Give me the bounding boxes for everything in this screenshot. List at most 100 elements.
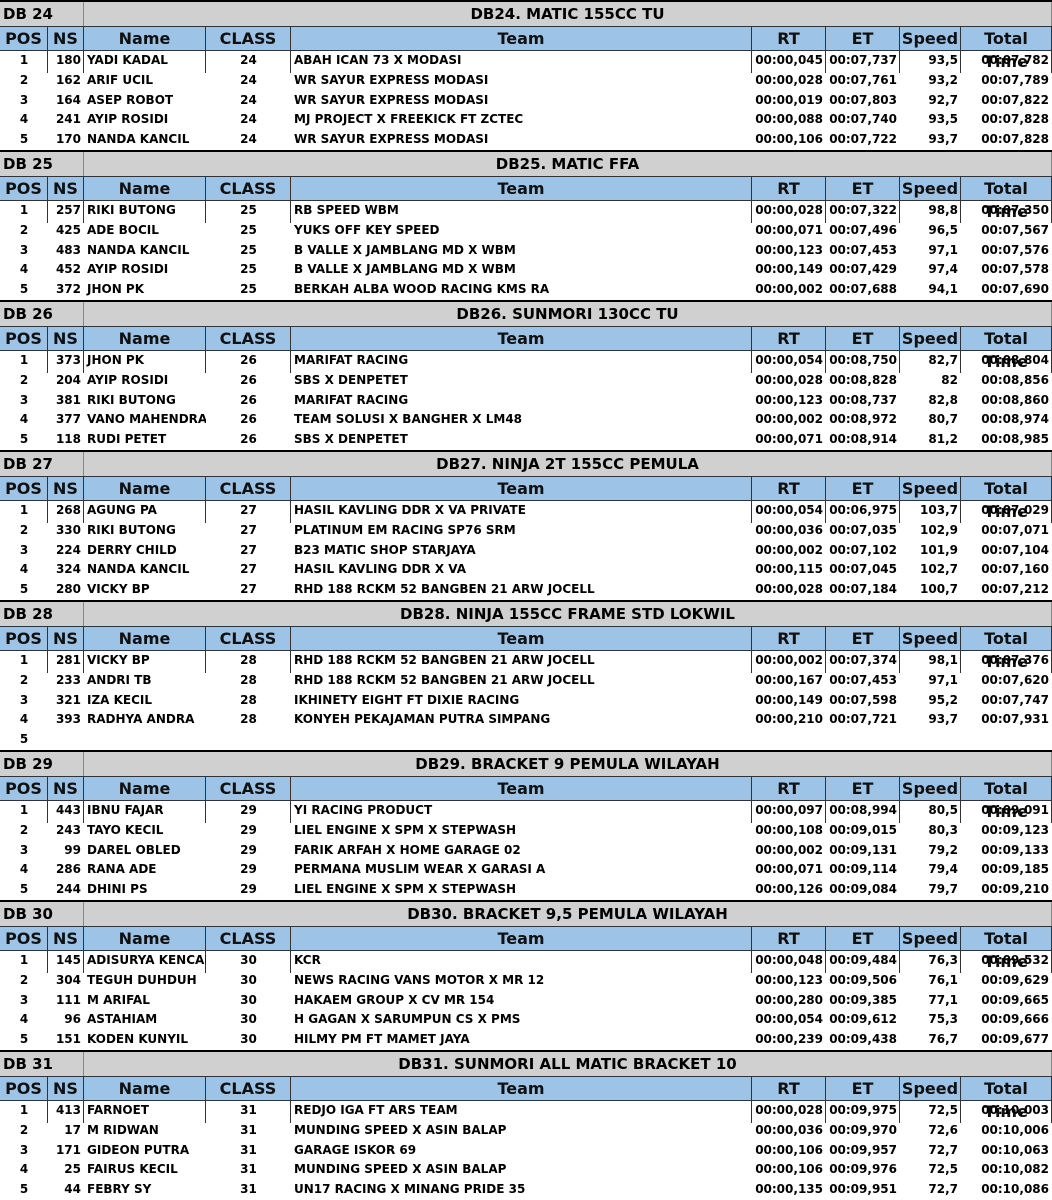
ns-cell: 324 bbox=[55, 562, 81, 577]
rt-cell: 00:00,210 bbox=[755, 712, 823, 727]
column-header: ET bbox=[826, 477, 900, 523]
et-cell: 00:09,385 bbox=[829, 992, 897, 1007]
pos-cell: 4 bbox=[19, 562, 29, 577]
team-cell: WR SAYUR EXPRESS MODASI bbox=[294, 72, 489, 87]
pos-cell: 2 bbox=[19, 72, 29, 87]
team-cell: B23 MATIC SHOP STARJAYA bbox=[294, 542, 476, 557]
team-cell: RHD 188 RCKM 52 BANGBEN 21 ARW JOCELL bbox=[294, 672, 595, 687]
column-header: CLASS bbox=[206, 27, 291, 73]
name-cell: ANDRI TB bbox=[87, 672, 152, 687]
team-cell: WR SAYUR EXPRESS MODASI bbox=[294, 132, 489, 147]
result-row: 1 281 VICKY BP 28 RHD 188 RCKM 52 BANGBEN 21… bbox=[0, 651, 1052, 671]
race-section: DB 25 DB25. MATIC FFA POS NS Name CLASS Team RT… bbox=[0, 150, 1052, 300]
class-cell: 26 bbox=[240, 392, 257, 407]
section-header: DB 31 DB31. SUNMORI ALL MATIC BRACKET 10 bbox=[0, 1050, 1052, 1076]
result-row: 2 17 M RIDWAN 31 MUNDING SPEED X ASIN BALAP 0… bbox=[0, 1121, 1052, 1141]
ns-cell: 377 bbox=[55, 412, 81, 427]
et-cell: 00:07,374 bbox=[829, 653, 897, 667]
column-header: Total Time bbox=[961, 927, 1052, 973]
column-header: RT bbox=[752, 927, 826, 973]
column-header: Speed bbox=[900, 327, 961, 373]
race-section: DB 27 DB27. NINJA 2T 155CC PEMULA POS NS Nam… bbox=[0, 450, 1052, 600]
column-header: CLASS bbox=[206, 627, 291, 673]
result-row: 2 162 ARIF UCIL 24 WR SAYUR EXPRESS MODASI 00… bbox=[0, 71, 1052, 91]
rt-cell: 00:00,149 bbox=[755, 262, 823, 277]
name-cell: DHINI PS bbox=[87, 882, 148, 897]
pos-cell: 2 bbox=[19, 972, 29, 987]
name-cell: VICKY BP bbox=[87, 653, 150, 667]
section-header: DB 27 DB27. NINJA 2T 155CC PEMULA bbox=[0, 450, 1052, 476]
section-title: DB29. BRACKET 9 PEMULA WILAYAH bbox=[84, 752, 1052, 776]
et-cell: 00:07,184 bbox=[829, 582, 897, 597]
pos-cell: 4 bbox=[19, 1162, 29, 1177]
rt-cell: 00:00,123 bbox=[755, 972, 823, 987]
ns-cell: 452 bbox=[55, 262, 81, 277]
rt-cell: 00:00,028 bbox=[755, 1103, 823, 1117]
column-header: ET bbox=[826, 27, 900, 73]
total-cell: 00:08,860 bbox=[981, 392, 1049, 407]
speed-cell: 93,7 bbox=[928, 712, 958, 727]
rt-cell: 00:00,106 bbox=[755, 1162, 823, 1177]
team-cell: REDJO IGA FT ARS TEAM bbox=[294, 1103, 458, 1117]
column-header: CLASS bbox=[206, 327, 291, 373]
total-cell: 00:07,822 bbox=[981, 92, 1049, 107]
total-cell: 00:09,629 bbox=[981, 972, 1049, 987]
column-header: Speed bbox=[900, 177, 961, 223]
rt-cell: 00:00,028 bbox=[755, 582, 823, 597]
result-row: 3 483 NANDA KANCIL 25 B VALLE X JAMBLANG MD … bbox=[0, 241, 1052, 261]
class-cell: 24 bbox=[240, 72, 257, 87]
speed-cell: 102,7 bbox=[920, 562, 958, 577]
column-header: NS bbox=[48, 627, 84, 673]
total-cell: 00:09,133 bbox=[981, 842, 1049, 857]
ns-cell: 171 bbox=[55, 1142, 81, 1157]
speed-cell: 93,7 bbox=[928, 132, 958, 147]
class-cell: 25 bbox=[240, 282, 257, 297]
name-cell: JHON PK bbox=[87, 282, 145, 297]
speed-cell: 95,2 bbox=[928, 692, 958, 707]
name-cell: FAIRUS KECIL bbox=[87, 1162, 178, 1177]
ns-cell: 96 bbox=[64, 1012, 81, 1027]
result-row: 4 241 AYIP ROSIDI 24 MJ PROJECT X FREEKICK F… bbox=[0, 110, 1052, 130]
column-header: Name bbox=[84, 1077, 206, 1123]
pos-cell: 3 bbox=[19, 692, 29, 707]
column-header: POS bbox=[0, 177, 48, 223]
column-header: Team bbox=[291, 27, 752, 73]
pos-cell: 5 bbox=[19, 1032, 29, 1047]
column-header: ET bbox=[826, 1077, 900, 1123]
result-row: 4 286 RANA ADE 29 PERMANA MUSLIM WEAR X GARA… bbox=[0, 860, 1052, 880]
name-cell: GIDEON PUTRA bbox=[87, 1142, 190, 1157]
team-cell: KONYEH PEKAJAMAN PUTRA SIMPANG bbox=[294, 712, 551, 727]
ns-cell: 99 bbox=[64, 842, 81, 857]
speed-cell: 76,1 bbox=[928, 972, 958, 987]
name-cell: RIKI BUTONG bbox=[87, 392, 176, 407]
name-cell: M RIDWAN bbox=[87, 1122, 159, 1137]
column-header: Speed bbox=[900, 927, 961, 973]
column-header: Team bbox=[291, 1077, 752, 1123]
section-code: DB 31 bbox=[0, 1052, 84, 1076]
total-cell: 00:07,931 bbox=[981, 712, 1049, 727]
total-cell: 00:09,123 bbox=[981, 822, 1049, 837]
pos-cell: 1 bbox=[19, 53, 29, 67]
result-row: 3 164 ASEP ROBOT 24 WR SAYUR EXPRESS MODASI 0… bbox=[0, 91, 1052, 111]
total-cell: 00:09,532 bbox=[981, 953, 1049, 967]
pos-cell: 1 bbox=[19, 1103, 29, 1117]
column-header: ET bbox=[826, 177, 900, 223]
speed-cell: 72,6 bbox=[928, 1122, 958, 1137]
ns-cell: 204 bbox=[55, 372, 81, 387]
speed-cell: 93,2 bbox=[928, 72, 958, 87]
class-cell: 28 bbox=[240, 672, 257, 687]
pos-cell: 1 bbox=[19, 953, 29, 967]
et-cell: 00:08,994 bbox=[829, 803, 897, 817]
speed-cell: 79,4 bbox=[928, 862, 958, 877]
pos-cell: 3 bbox=[19, 992, 29, 1007]
et-cell: 00:09,084 bbox=[829, 882, 897, 897]
rt-cell: 00:00,071 bbox=[755, 222, 823, 237]
class-cell: 26 bbox=[240, 353, 257, 367]
ns-cell: 180 bbox=[55, 53, 81, 67]
result-row: 5 151 KODEN KUNYIL 30 HILMY PM FT MAMET JAYA… bbox=[0, 1030, 1052, 1050]
class-cell: 28 bbox=[240, 653, 257, 667]
column-header: CLASS bbox=[206, 1077, 291, 1123]
rt-cell: 00:00,126 bbox=[755, 882, 823, 897]
speed-cell: 98,1 bbox=[928, 653, 958, 667]
name-cell: YADI KADAL bbox=[87, 53, 168, 67]
